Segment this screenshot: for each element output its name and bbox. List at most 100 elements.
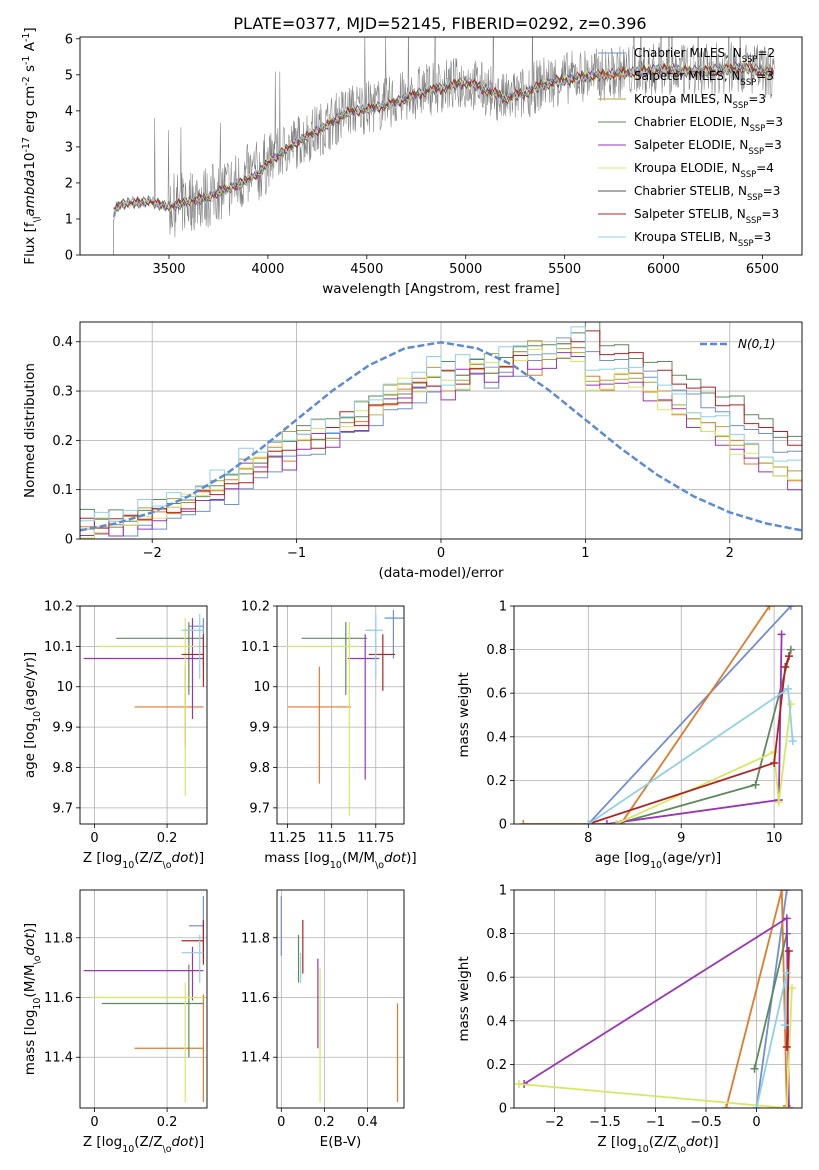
- plot-area-mass-age: [285, 610, 404, 816]
- x-tick-label: 0: [752, 1115, 760, 1130]
- x-tick-label: 6000: [647, 262, 680, 277]
- x-tick-label: 11.5: [317, 831, 346, 846]
- x-tick-label: −1: [646, 1115, 665, 1130]
- weight-line: [785, 950, 790, 1048]
- y-tick-label: 10.1: [44, 640, 73, 655]
- weight-line: [588, 655, 790, 824]
- weight-marker: [602, 820, 611, 824]
- legend-label: N(0,1): [738, 337, 775, 351]
- y-tick-label: 10.2: [44, 600, 73, 615]
- x-tick-label: 2: [726, 546, 734, 561]
- y-tick-label: 0.6: [486, 971, 507, 986]
- x-tick-label: 11.25: [269, 831, 306, 846]
- y-tick-label: 0.8: [486, 927, 507, 942]
- y-tick-label: 11.4: [241, 1051, 270, 1066]
- legend-label: Salpeter STELIB, NSSP=3: [634, 207, 779, 225]
- y-tick-label: 10.2: [241, 600, 270, 615]
- weight-marker: [784, 684, 793, 693]
- weight-line: [753, 933, 788, 1070]
- weight-marker: [722, 1104, 731, 1108]
- y-tick-label: 9.9: [249, 721, 270, 736]
- figure-title: PLATE=0377, MJD=52145, FIBERID=0292, z=0…: [233, 14, 646, 33]
- y-tick-label: 0: [499, 818, 507, 833]
- panel-ebv-mass: 0 0.2 0.4 11.4 11.6 11.8 E(B-V): [241, 889, 405, 1150]
- y-tick-label: 1: [499, 600, 507, 615]
- panel-residuals: −2 −1 0 1 2 0 0.1 0.2 0.3 0.4 N(0,1) (data-model)/e…: [22, 321, 803, 581]
- x-tick-label: 0: [90, 831, 98, 846]
- y-tick-label: 11.6: [241, 991, 270, 1006]
- y-tick-label: 6: [65, 32, 73, 47]
- x-tick-label: −2: [143, 546, 162, 561]
- y-tick-label: 0.8: [486, 643, 507, 658]
- panel-age-weight: 8 9 10 0 0.2 0.4 0.6 0.8 1 age [log10(age/yr)] mas…: [456, 600, 803, 871]
- x-tick-label: 0: [277, 1115, 285, 1130]
- weight-marker: [788, 737, 797, 746]
- axes-frame: [79, 889, 208, 1109]
- x-axis-label: Z [log10(Z/Z\odot)]: [83, 850, 204, 871]
- legend-label: Kroupa STELIB, NSSP=3: [634, 230, 771, 248]
- axes-frame: [276, 605, 405, 825]
- x-tick-label: 0.4: [357, 1115, 378, 1130]
- x-axis-label: Z [log10(Z/Z\odot)]: [83, 1134, 204, 1155]
- y-tick-label: 2: [65, 176, 73, 191]
- weight-marker: [752, 1104, 761, 1108]
- y-tick-label: 0: [65, 249, 73, 264]
- weight-marker: [780, 1021, 789, 1030]
- y-tick-label: 3: [65, 140, 73, 155]
- y-tick-label: 0.6: [486, 687, 507, 702]
- plot-area-z-mass: [83, 895, 204, 1103]
- y-tick-label: 10: [56, 680, 73, 695]
- axes-frame: [513, 889, 803, 1109]
- y-tick-label: 0: [499, 1102, 507, 1117]
- y-tick-label: 4: [65, 104, 73, 119]
- weight-marker: [784, 652, 793, 661]
- y-tick-label: 0.2: [486, 774, 507, 789]
- weight-marker: [765, 606, 774, 610]
- legend-label: Salpeter ELODIE, NSSP=3: [634, 138, 782, 156]
- axes-frame: [79, 321, 803, 540]
- x-tick-label: −1: [287, 546, 306, 561]
- weight-marker: [786, 700, 795, 709]
- x-axis-label: mass [log10(M/M\odot)]: [264, 850, 416, 871]
- panels: 3500 4000 4500 5000 5500 6000 6500 0 1 2 3 4 5 6 Chabr…: [21, 27, 803, 1155]
- weight-marker: [750, 1064, 759, 1073]
- x-tick-label: 0.2: [157, 1115, 178, 1130]
- y-tick-label: 9.7: [249, 801, 270, 816]
- weight-line: [523, 916, 790, 1108]
- panel-mass-age: 11.25 11.5 11.75 9.7 9.8 9.9 10 10.1 10.2 mass [l…: [241, 600, 417, 871]
- x-tick-label: 11.75: [357, 831, 394, 846]
- weight-marker: [784, 1104, 793, 1108]
- x-tick-label: 10: [766, 831, 783, 846]
- y-tick-label: 10: [253, 680, 270, 695]
- axes-frame: [276, 889, 405, 1109]
- plot-area-z-age: [83, 614, 204, 796]
- plot-area-residuals: [80, 322, 802, 539]
- weight-marker: [782, 914, 791, 923]
- plot-area-ebv-mass: [280, 895, 399, 1103]
- weight-marker: [787, 984, 796, 993]
- x-tick-label: 3500: [152, 262, 185, 277]
- weight-marker: [774, 798, 783, 807]
- x-tick-label: 5500: [548, 262, 581, 277]
- y-tick-label: 9.8: [249, 761, 270, 776]
- weight-line: [725, 890, 788, 1108]
- legend-label: Chabrier MILES, NSSP=2: [634, 46, 775, 64]
- weight-marker: [770, 758, 779, 767]
- y-tick-label: 0.2: [486, 1058, 507, 1073]
- plot-area-spectrum: [113, 37, 775, 255]
- plot-area-age-weight: [519, 606, 797, 824]
- gaussian-curve: [80, 341, 802, 532]
- legend-label: Chabrier STELIB, NSSP=3: [634, 184, 780, 202]
- weight-marker: [612, 820, 621, 824]
- weight-marker: [782, 1104, 791, 1108]
- x-axis-label: age [log10(age/yr)]: [595, 850, 721, 871]
- y-axis-label: age [log10(age/yr)]: [22, 652, 43, 778]
- y-tick-label: 11.4: [44, 1051, 73, 1066]
- y-tick-label: 0: [65, 533, 73, 548]
- y-tick-label: 0.2: [52, 434, 73, 449]
- x-tick-label: 9: [677, 831, 685, 846]
- x-tick-label: 0: [437, 546, 445, 561]
- x-tick-label: −1.5: [589, 1115, 621, 1130]
- weight-marker: [519, 820, 528, 824]
- weight-marker: [781, 663, 790, 672]
